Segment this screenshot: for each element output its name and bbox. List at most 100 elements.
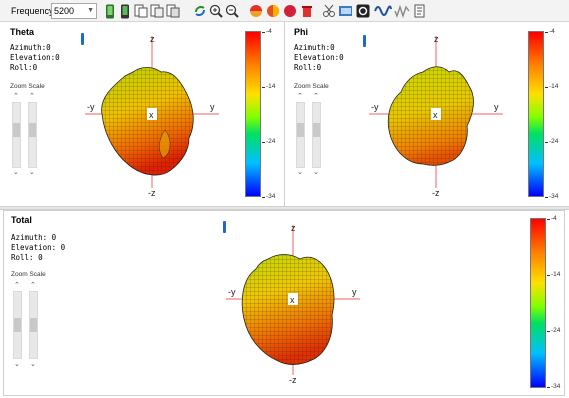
y-axis-label: y bbox=[494, 102, 499, 112]
roll-readout: Roll:0 bbox=[10, 63, 38, 72]
color-sphere-icon[interactable] bbox=[249, 3, 263, 19]
neg-y-axis-label: -y bbox=[228, 287, 236, 297]
copy-view-icon[interactable] bbox=[134, 3, 148, 19]
neg-y-axis-label: -y bbox=[371, 102, 379, 112]
zoom-slider[interactable] bbox=[29, 291, 38, 359]
x-axis-label: x bbox=[433, 110, 438, 120]
zoom-slider[interactable] bbox=[312, 102, 321, 168]
x-axis-label: x bbox=[290, 295, 295, 305]
chevron-up-icon[interactable]: ⌃ bbox=[13, 93, 19, 100]
zoom-slider[interactable] bbox=[12, 102, 21, 168]
colorbar-tick: -34 bbox=[261, 193, 276, 200]
record-icon[interactable] bbox=[356, 3, 370, 19]
colorbar-tick: -14 bbox=[544, 83, 559, 90]
zoom-in-icon[interactable] bbox=[209, 3, 223, 19]
panel-title: Total bbox=[11, 215, 32, 225]
orientation-readout: Azimuth:0 Elevation:0 Roll:0 bbox=[294, 43, 344, 73]
chevron-down-icon[interactable]: ⌄ bbox=[29, 169, 35, 176]
orientation-readout: Azimuth: 0 Elevation: 0 Roll: 0 bbox=[11, 233, 65, 263]
colorbar-tick: -24 bbox=[261, 138, 276, 145]
export-image-icon[interactable] bbox=[338, 3, 352, 19]
azimuth-readout: Azimuth: 0 bbox=[11, 233, 57, 242]
sphere-half-icon[interactable] bbox=[266, 3, 280, 19]
panel-splitter[interactable] bbox=[0, 206, 569, 210]
chevron-down-icon[interactable]: ⌄ bbox=[313, 169, 319, 176]
signal-icon[interactable] bbox=[394, 3, 410, 19]
colorbar-tick: -24 bbox=[544, 138, 559, 145]
neg-z-axis-label: -z bbox=[148, 188, 156, 198]
zoom-slider-thumb[interactable] bbox=[13, 123, 20, 137]
copy-view-3-icon[interactable] bbox=[166, 3, 180, 19]
theta-panel: Theta Azimuth:0 Elevation:0 Roll:0 Zoom … bbox=[3, 22, 285, 206]
roll-readout: Roll:0 bbox=[294, 63, 322, 72]
rotate-icon[interactable] bbox=[193, 3, 207, 19]
z-axis-label: z bbox=[291, 223, 296, 233]
colorbar-tick: -4 bbox=[547, 215, 557, 222]
toolbar: Frequency: 5200 ▼ bbox=[0, 0, 569, 22]
total-radiation-pattern[interactable]: x z -z y -y bbox=[218, 219, 368, 391]
zoom-slider[interactable] bbox=[28, 102, 37, 168]
colorbar-tick: -4 bbox=[545, 28, 555, 35]
neg-z-axis-label: -z bbox=[432, 188, 440, 198]
zoom-slider[interactable] bbox=[13, 291, 22, 359]
cut-plot-icon[interactable] bbox=[322, 3, 336, 19]
azimuth-readout: Azimuth:0 bbox=[294, 43, 335, 52]
azimuth-readout: Azimuth:0 bbox=[10, 43, 51, 52]
x-axis-label: x bbox=[149, 110, 154, 120]
red-sphere-icon[interactable] bbox=[283, 3, 297, 19]
elevation-readout: Elevation:0 bbox=[10, 53, 60, 62]
colorbar-tick: -24 bbox=[546, 327, 561, 334]
copy-view-2-icon[interactable] bbox=[150, 3, 164, 19]
colorbar bbox=[528, 31, 544, 197]
chevron-up-icon[interactable]: ⌃ bbox=[29, 93, 35, 100]
phi-panel: Phi Azimuth:0 Elevation:0 Roll:0 Zoom Sc… bbox=[287, 22, 569, 206]
colorbar-tick: -14 bbox=[261, 83, 276, 90]
chevron-down-icon[interactable]: ⌄ bbox=[13, 169, 19, 176]
orientation-readout: Azimuth:0 Elevation:0 Roll:0 bbox=[10, 43, 60, 73]
elevation-readout: Elevation:0 bbox=[294, 53, 344, 62]
chevron-down-icon[interactable]: ⌄ bbox=[297, 169, 303, 176]
phi-radiation-pattern[interactable]: x z -z y -y bbox=[361, 30, 511, 202]
colorbar bbox=[245, 31, 261, 197]
frequency-value: 5200 bbox=[54, 6, 75, 16]
frequency-select[interactable]: 5200 ▼ bbox=[51, 3, 97, 19]
panel-title: Theta bbox=[10, 27, 35, 37]
zoom-slider-thumb[interactable] bbox=[14, 318, 21, 332]
z-axis-label: z bbox=[434, 34, 439, 44]
panel-title: Phi bbox=[294, 27, 309, 37]
phone-green-icon[interactable] bbox=[103, 3, 117, 19]
zoom-scale-label: Zoom Scale bbox=[10, 83, 45, 90]
zoom-slider-thumb[interactable] bbox=[29, 123, 36, 137]
neg-y-axis-label: -y bbox=[87, 102, 95, 112]
zoom-scale-label: Zoom Scale bbox=[294, 83, 329, 90]
chevron-down-icon: ▼ bbox=[87, 7, 94, 14]
wave-icon[interactable] bbox=[374, 3, 392, 19]
y-axis-label: y bbox=[210, 102, 215, 112]
trash-icon[interactable] bbox=[300, 3, 314, 19]
orientation-marker bbox=[223, 221, 226, 233]
zoom-slider[interactable] bbox=[296, 102, 305, 168]
chevron-up-icon[interactable]: ⌃ bbox=[313, 93, 319, 100]
chevron-down-icon[interactable]: ⌄ bbox=[30, 361, 36, 368]
zoom-slider-thumb[interactable] bbox=[313, 123, 320, 137]
zoom-slider-thumb[interactable] bbox=[30, 318, 37, 332]
colorbar-tick: -4 bbox=[262, 28, 272, 35]
y-axis-label: y bbox=[352, 287, 357, 297]
chevron-down-icon[interactable]: ⌄ bbox=[14, 361, 20, 368]
elevation-readout: Elevation: 0 bbox=[11, 243, 66, 252]
orientation-marker bbox=[81, 33, 84, 45]
chevron-up-icon[interactable]: ⌃ bbox=[14, 282, 20, 289]
zoom-scale-label: Zoom Scale bbox=[11, 271, 46, 278]
neg-z-axis-label: -z bbox=[289, 375, 297, 385]
zoom-out-icon[interactable] bbox=[225, 3, 239, 19]
notes-icon[interactable] bbox=[413, 3, 427, 19]
chevron-up-icon[interactable]: ⌃ bbox=[297, 93, 303, 100]
colorbar-tick: -34 bbox=[546, 383, 561, 390]
orientation-marker bbox=[363, 35, 366, 47]
phone-dark-icon[interactable] bbox=[118, 3, 132, 19]
zoom-slider-thumb[interactable] bbox=[297, 123, 304, 137]
chevron-up-icon[interactable]: ⌃ bbox=[30, 282, 36, 289]
roll-readout: Roll: 0 bbox=[11, 253, 43, 262]
theta-radiation-pattern[interactable]: x z -z y -y bbox=[77, 30, 227, 202]
total-panel: Total Azimuth: 0 Elevation: 0 Roll: 0 Zo… bbox=[3, 210, 565, 396]
